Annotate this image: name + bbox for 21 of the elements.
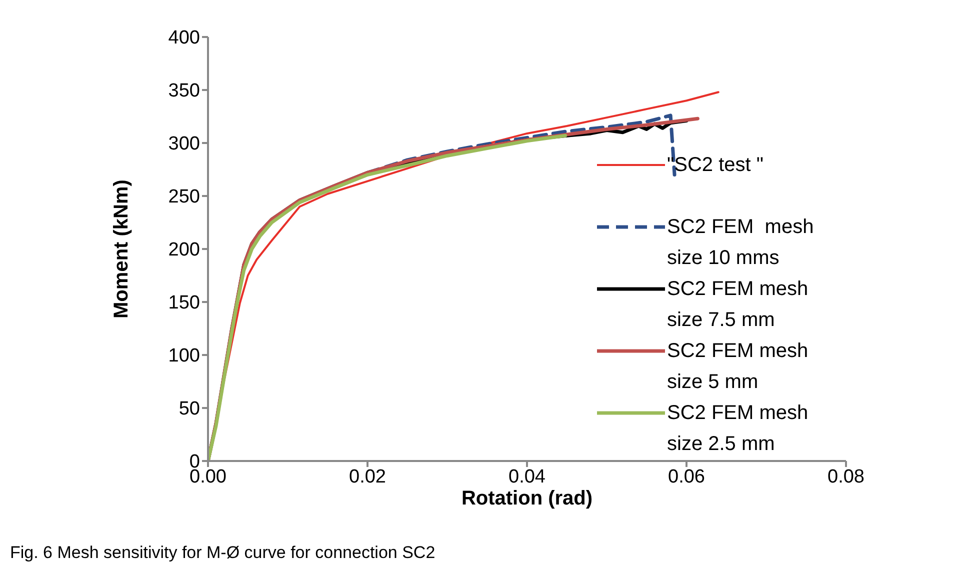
legend-label: SC2 FEM mesh size 10 mms <box>667 215 815 271</box>
y-tick-label: 350 <box>168 80 200 102</box>
y-tick-label: 250 <box>168 186 200 208</box>
legend-label: SC2 FEM mesh size 2.5 mm <box>667 401 810 457</box>
y-tick-label: 150 <box>168 292 200 314</box>
y-tick-label: 300 <box>168 134 200 155</box>
y-tick-label: 50 <box>178 398 200 420</box>
x-tick-label: 0.04 <box>508 466 546 488</box>
legend-label: SC2 FEM mesh size 7.5 mm <box>667 277 810 333</box>
legend-label: "SC2 test " <box>667 153 764 178</box>
x-axis-title: Rotation (rad) <box>461 487 593 510</box>
y-axis-title: Moment (kNm) <box>110 180 132 318</box>
y-tick-label: 200 <box>168 240 200 261</box>
x-tick-label: 0.08 <box>828 466 864 488</box>
x-tick-label: 0.06 <box>668 466 705 488</box>
y-tick-label: 400 <box>168 28 200 49</box>
legend-label: SC2 FEM mesh size 5 mm <box>667 339 810 395</box>
x-tick-label: 0.02 <box>349 466 386 488</box>
caption: Fig. 6 Mesh sensitivity for M-Ø curve for connection SC2 <box>10 543 436 563</box>
line-series <box>208 134 568 461</box>
y-tick-label: 100 <box>168 346 200 367</box>
